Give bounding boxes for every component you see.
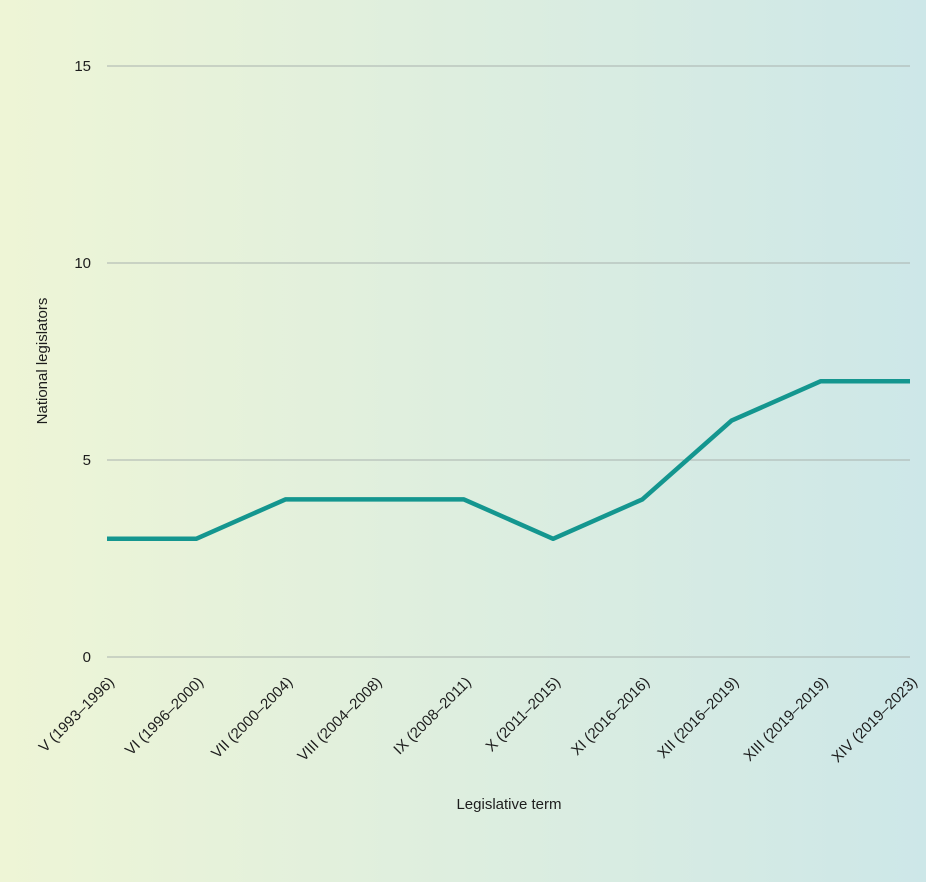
x-axis-title: Legislative term [456, 796, 561, 813]
gridlines [107, 65, 910, 658]
y-tick-label: 10 [74, 255, 91, 272]
series-line-1 [107, 378, 910, 542]
y-axis-tick-labels: 0 5 10 15 [74, 58, 91, 666]
y-tick-label: 5 [83, 452, 91, 469]
y-tick-label: 0 [83, 649, 91, 666]
y-axis-title: National legislators [34, 298, 51, 425]
y-tick-label: 15 [74, 58, 91, 75]
series-lines [107, 378, 910, 542]
